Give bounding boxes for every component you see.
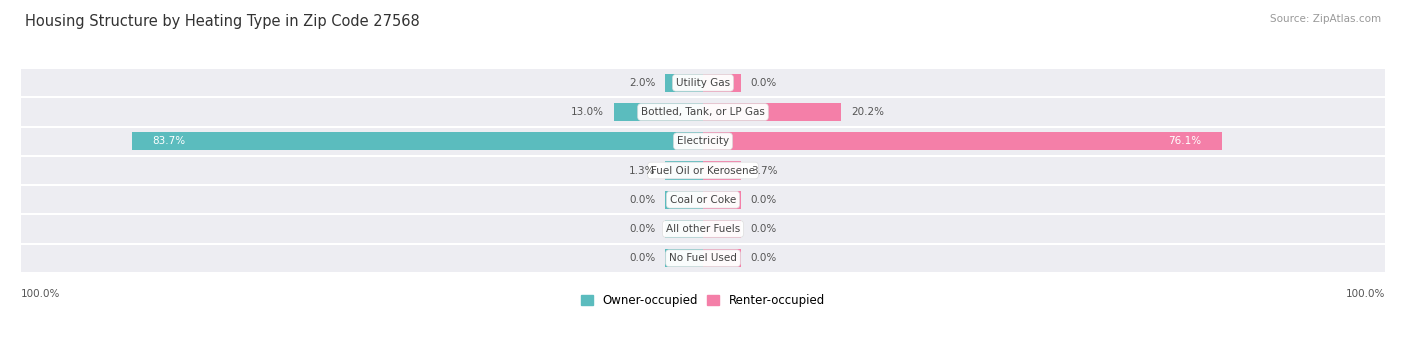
Text: Fuel Oil or Kerosene: Fuel Oil or Kerosene	[651, 165, 755, 176]
Text: 0.0%: 0.0%	[628, 195, 655, 205]
Text: 0.0%: 0.0%	[628, 253, 655, 263]
Bar	[703, 74, 741, 92]
Bar	[21, 214, 1385, 243]
Bar	[703, 249, 741, 267]
Bar	[703, 132, 1222, 150]
Text: Electricity: Electricity	[676, 136, 730, 146]
Bar	[21, 68, 1385, 98]
Text: Coal or Coke: Coal or Coke	[669, 195, 737, 205]
Bar	[21, 156, 1385, 185]
Bar	[665, 220, 703, 238]
Text: 0.0%: 0.0%	[628, 224, 655, 234]
Bar	[703, 191, 741, 209]
Bar	[703, 103, 841, 121]
Text: 100.0%: 100.0%	[21, 289, 60, 299]
Text: All other Fuels: All other Fuels	[666, 224, 740, 234]
Text: 0.0%: 0.0%	[751, 224, 778, 234]
Bar	[665, 74, 703, 92]
Bar	[21, 98, 1385, 127]
Legend: Owner-occupied, Renter-occupied: Owner-occupied, Renter-occupied	[576, 290, 830, 312]
Text: 0.0%: 0.0%	[751, 253, 778, 263]
Text: 3.7%: 3.7%	[751, 165, 778, 176]
Bar	[614, 103, 703, 121]
Text: 1.3%: 1.3%	[628, 165, 655, 176]
Text: 13.0%: 13.0%	[571, 107, 605, 117]
Bar	[665, 161, 703, 180]
Text: 83.7%: 83.7%	[153, 136, 186, 146]
Text: 0.0%: 0.0%	[751, 195, 778, 205]
Text: Utility Gas: Utility Gas	[676, 78, 730, 88]
Text: 20.2%: 20.2%	[851, 107, 884, 117]
Bar	[21, 243, 1385, 273]
Text: 2.0%: 2.0%	[628, 78, 655, 88]
Bar	[665, 191, 703, 209]
Bar	[21, 185, 1385, 214]
Bar	[703, 161, 741, 180]
Text: No Fuel Used: No Fuel Used	[669, 253, 737, 263]
Bar	[703, 220, 741, 238]
Text: 100.0%: 100.0%	[1346, 289, 1385, 299]
Text: Housing Structure by Heating Type in Zip Code 27568: Housing Structure by Heating Type in Zip…	[25, 14, 420, 29]
Text: Source: ZipAtlas.com: Source: ZipAtlas.com	[1270, 14, 1381, 24]
Text: 0.0%: 0.0%	[751, 78, 778, 88]
Text: Bottled, Tank, or LP Gas: Bottled, Tank, or LP Gas	[641, 107, 765, 117]
Bar	[665, 249, 703, 267]
Text: 76.1%: 76.1%	[1168, 136, 1202, 146]
Bar	[132, 132, 703, 150]
Bar	[21, 127, 1385, 156]
